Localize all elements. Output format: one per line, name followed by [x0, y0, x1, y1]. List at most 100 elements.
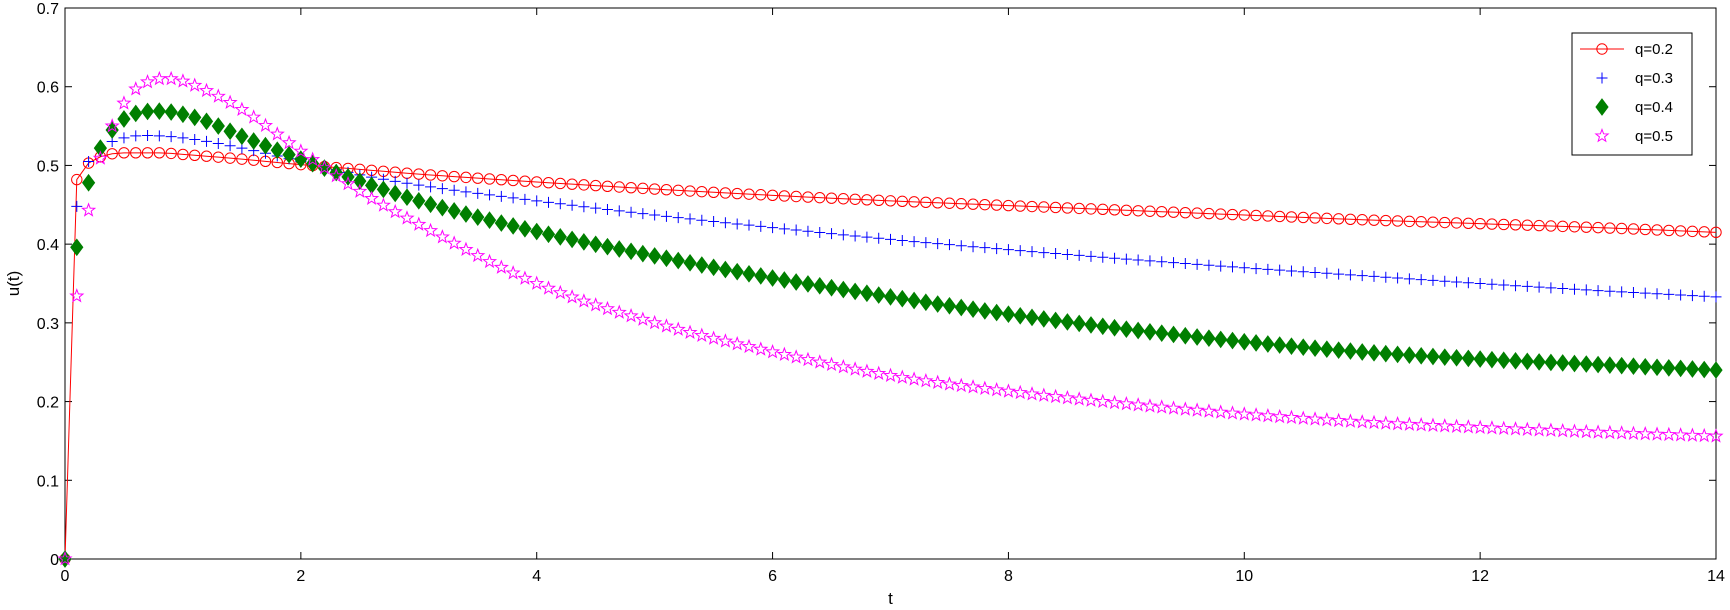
data-point [991, 243, 1003, 255]
y-tick-label: 0.5 [37, 158, 59, 175]
series-layer [57, 70, 1724, 568]
data-point [953, 377, 969, 393]
data-point [1201, 403, 1217, 418]
data-point [234, 101, 250, 116]
data-point [1639, 287, 1651, 299]
data-point [1238, 262, 1250, 274]
data-point [412, 192, 426, 210]
data-point [235, 127, 249, 146]
data-point [1273, 336, 1287, 354]
legend-marker [1596, 72, 1608, 84]
data-point [1368, 214, 1380, 226]
data-point [955, 240, 967, 252]
data-point [1698, 290, 1710, 302]
series-q=0.5 [57, 70, 1724, 566]
data-point [1615, 222, 1628, 235]
data-point [81, 202, 97, 217]
data-point [1427, 274, 1439, 286]
data-point [566, 178, 578, 190]
legend-label: q=0.5 [1635, 128, 1673, 145]
data-point [483, 173, 496, 185]
data-point [1544, 353, 1558, 372]
data-point [1590, 424, 1606, 439]
data-point [873, 194, 885, 207]
data-point [1342, 413, 1358, 428]
data-point [990, 303, 1004, 322]
data-point [576, 293, 592, 308]
data-point [776, 346, 792, 362]
legend-label: q=0.4 [1635, 99, 1673, 116]
data-point [1427, 216, 1439, 228]
data-point [943, 197, 956, 209]
data-point [1285, 211, 1298, 223]
data-point [1591, 355, 1605, 374]
data-point [601, 204, 613, 216]
data-point [189, 133, 201, 145]
data-point [718, 260, 733, 279]
data-point [565, 230, 579, 249]
data-point [1557, 283, 1569, 295]
data-point [1321, 267, 1333, 279]
data-point [1578, 423, 1594, 439]
data-point [1355, 343, 1369, 361]
data-point [552, 284, 568, 300]
data-point [896, 235, 908, 247]
data-point [175, 73, 191, 88]
data-point [684, 185, 696, 197]
data-point [118, 147, 130, 159]
data-point [849, 230, 861, 242]
x-tick-label: 8 [1004, 568, 1013, 585]
data-point [941, 376, 958, 391]
data-point [637, 182, 649, 195]
data-point [247, 132, 261, 150]
data-point [1332, 213, 1345, 225]
data-point [189, 149, 201, 161]
data-point [224, 140, 236, 152]
data-point [117, 110, 131, 128]
data-point [481, 253, 498, 269]
data-point [425, 181, 437, 193]
data-point [1498, 218, 1510, 231]
data-point [1285, 265, 1297, 277]
data-point [1425, 417, 1441, 432]
data-point [1520, 352, 1534, 371]
data-point [930, 374, 946, 390]
data-point [1203, 207, 1215, 220]
data-point [1297, 211, 1309, 224]
data-point [790, 190, 802, 203]
data-point [589, 235, 603, 254]
data-point [1462, 217, 1475, 229]
data-point [1013, 306, 1027, 325]
data-point [519, 175, 531, 187]
data-point [717, 333, 733, 348]
y-tick-label: 0.4 [37, 237, 59, 254]
y-tick-label: 0.7 [37, 1, 59, 18]
data-point [802, 191, 814, 203]
data-point [1674, 225, 1687, 237]
data-point [1060, 313, 1075, 331]
data-point [613, 205, 625, 217]
data-point [1651, 288, 1663, 300]
data-point [696, 214, 708, 226]
data-point [1567, 354, 1582, 373]
data-point [1474, 217, 1486, 230]
data-point [1566, 423, 1583, 438]
data-point [1697, 360, 1711, 379]
data-point [648, 247, 662, 265]
x-axis-label: t [888, 589, 893, 608]
data-point [1274, 264, 1286, 276]
legend-marker [1594, 128, 1610, 143]
data-point [989, 381, 1005, 397]
x-tick-label: 4 [532, 568, 541, 585]
data-point [1143, 323, 1157, 341]
data-point [1343, 342, 1358, 360]
data-point [1462, 277, 1474, 289]
data-point [1226, 261, 1238, 273]
data-point [447, 202, 461, 220]
data-point [1675, 289, 1687, 301]
data-point [494, 214, 508, 232]
data-point [837, 229, 849, 241]
data-point [1120, 204, 1133, 216]
data-point [1626, 357, 1641, 376]
